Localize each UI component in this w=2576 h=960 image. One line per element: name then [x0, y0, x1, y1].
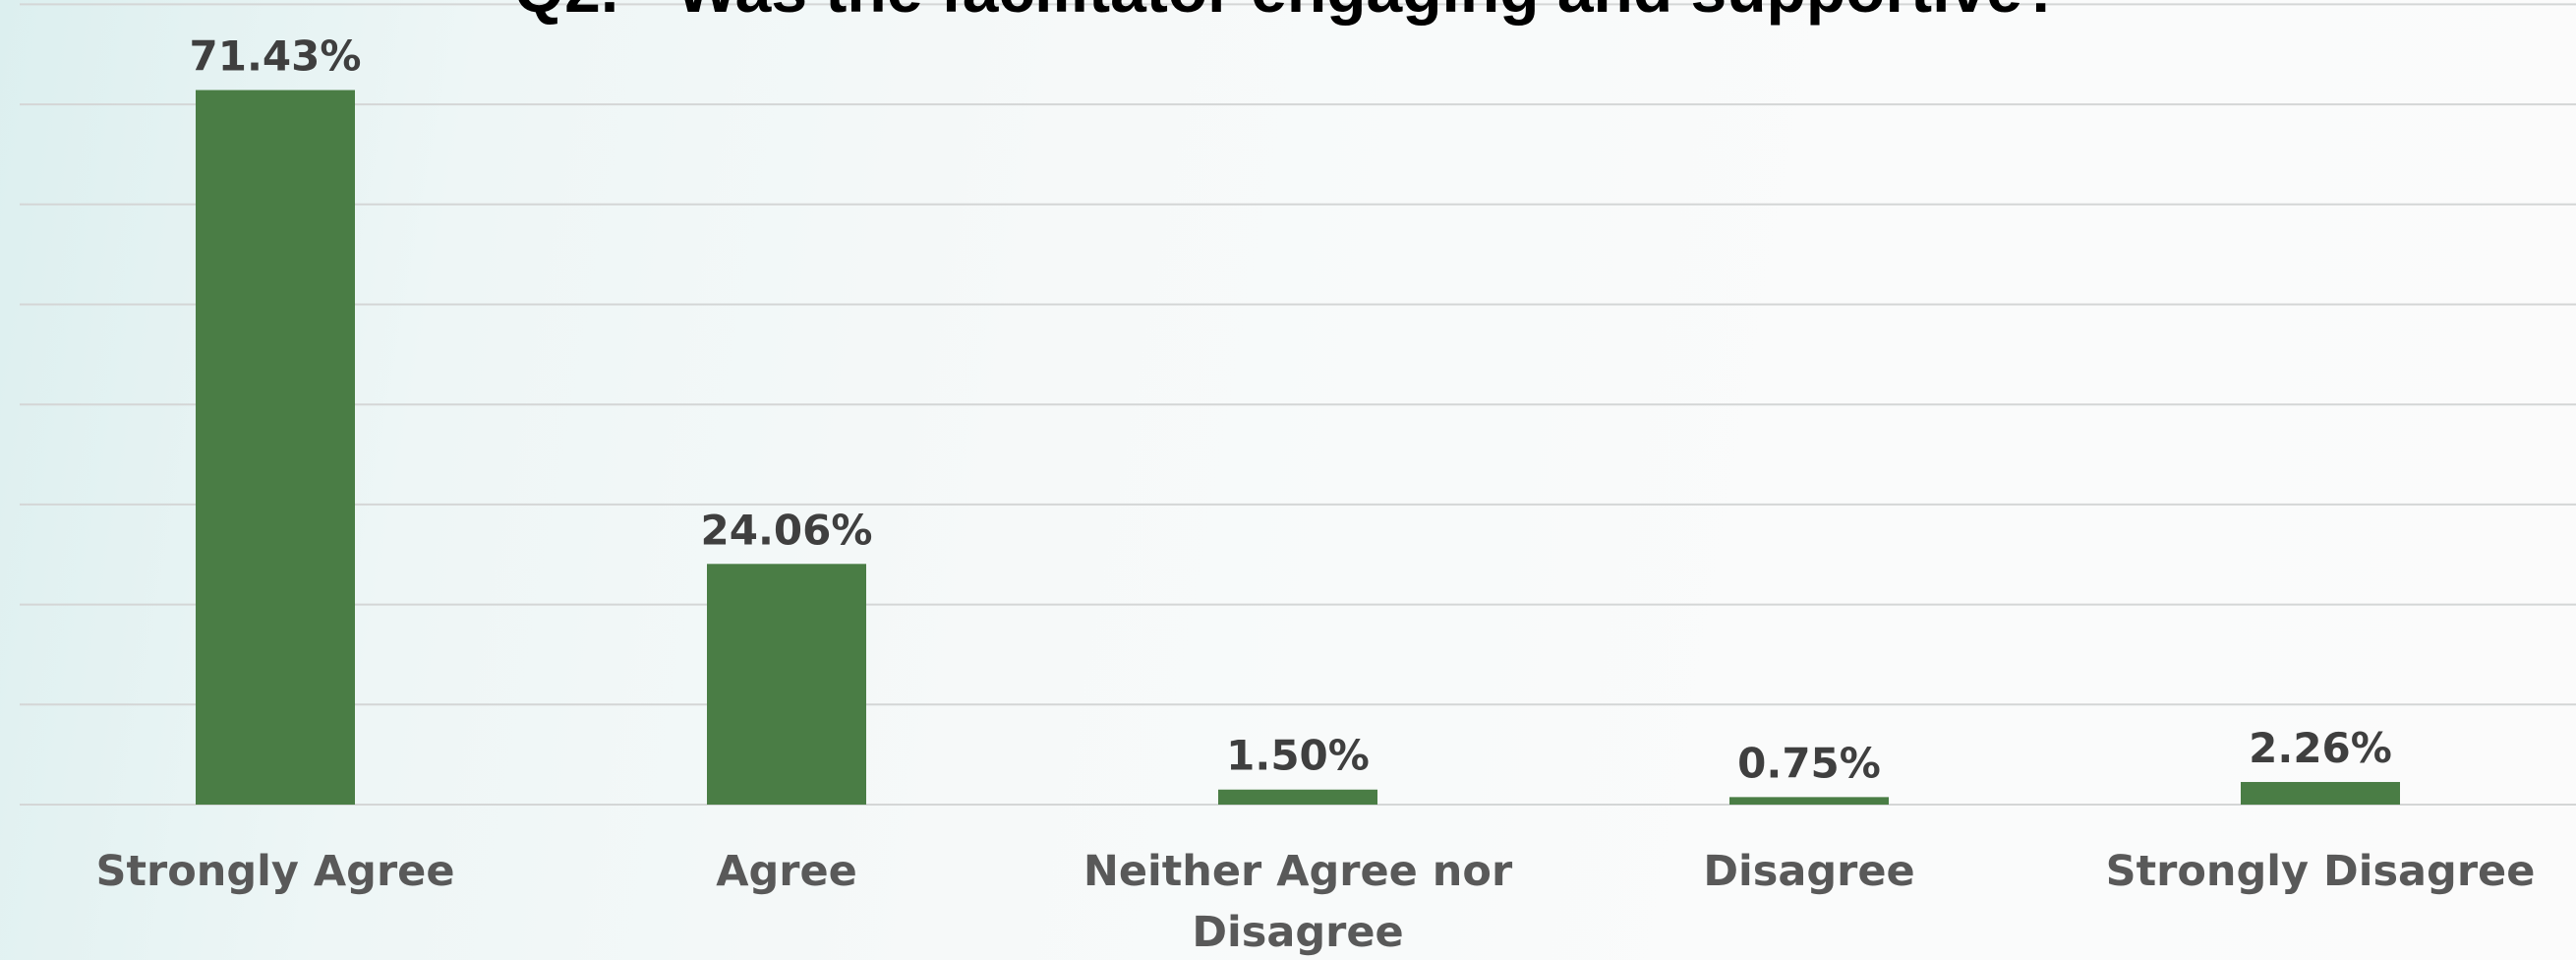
bar [1729, 797, 1889, 805]
category-labels: Strongly Agree Agree Neither Agree nor Disa… [96, 847, 2536, 957]
category-label: Disagree [1703, 847, 1914, 896]
data-label: 1.50% [1226, 732, 1370, 780]
data-label: 2.26% [2249, 724, 2392, 772]
bar [2241, 782, 2400, 805]
category-label: Neither Agree nor Disagree [1083, 847, 1513, 957]
bars [196, 90, 2400, 806]
chart-title: Q2. - Was the facilitator engaging and s… [514, 0, 2062, 26]
gridlines [20, 3, 2576, 806]
bar [1218, 789, 1377, 805]
category-label: Strongly Disagree [2106, 847, 2536, 896]
data-label: 24.06% [701, 506, 873, 554]
data-labels: 71.43% 24.06% 1.50% 0.75% 2.26% [190, 32, 2392, 788]
data-label: 0.75% [1737, 739, 1881, 787]
bar [707, 564, 866, 805]
category-label: Agree [716, 847, 857, 896]
bar [196, 90, 355, 806]
data-label: 71.43% [190, 32, 362, 81]
category-label: Strongly Agree [96, 847, 455, 896]
